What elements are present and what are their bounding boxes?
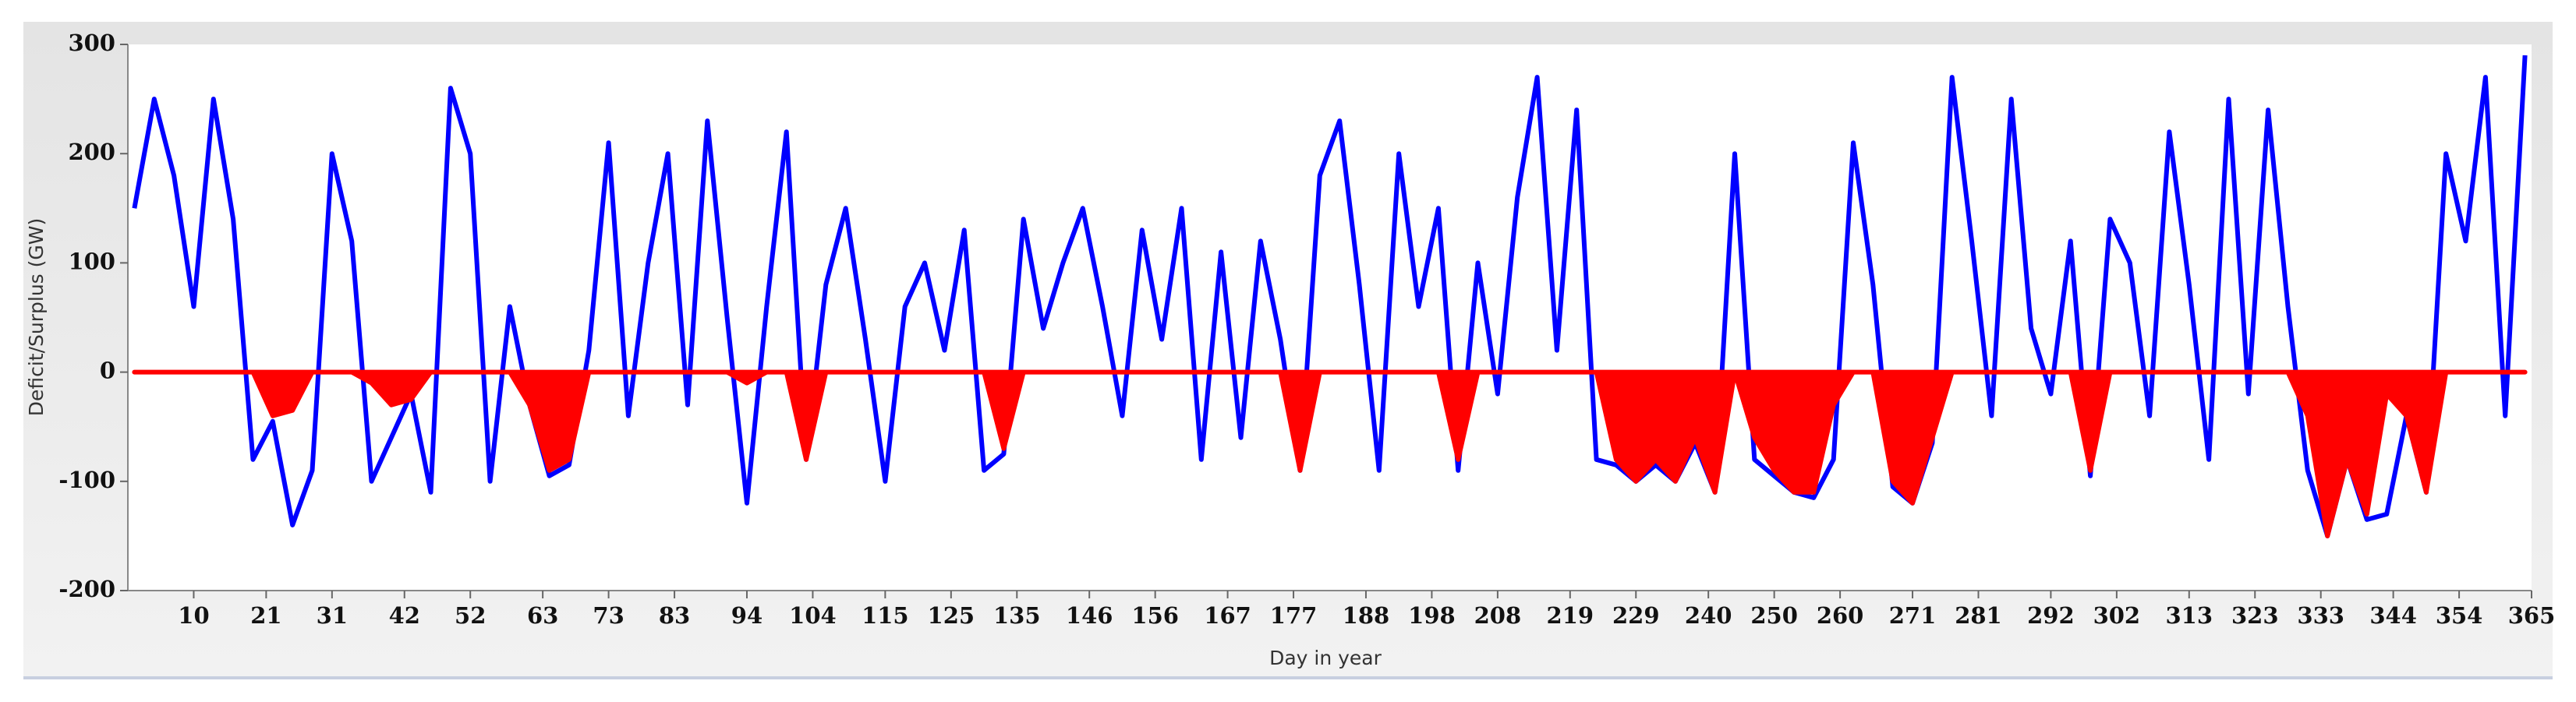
y-tick-label: -100 [58, 467, 115, 493]
x-tick-label: 31 [317, 602, 348, 629]
x-tick-label: 198 [1408, 602, 1456, 629]
x-tick-label: 125 [928, 602, 975, 629]
x-tick-label: 135 [993, 602, 1041, 629]
x-tick-label: 292 [2027, 602, 2075, 629]
plot-area [128, 44, 2532, 591]
x-tick-label: 115 [862, 602, 909, 629]
x-tick-label: 21 [250, 602, 281, 629]
x-tick-label: 229 [1612, 602, 1660, 629]
x-tick-label: 177 [1270, 602, 1318, 629]
x-tick-label: 219 [1547, 602, 1594, 629]
y-tick-label: 200 [68, 139, 115, 165]
series-area [132, 369, 2528, 538]
y-tick-label: 100 [68, 248, 115, 274]
y-tick-label: 300 [68, 30, 115, 56]
x-tick-label: 52 [455, 602, 486, 629]
x-tick-label: 240 [1685, 602, 1732, 629]
x-tick-label: 354 [2436, 602, 2483, 629]
x-axis-title: Day in year [1269, 647, 1382, 669]
x-tick-label: 83 [659, 602, 690, 629]
x-tick-label: 42 [389, 602, 420, 629]
x-tick-label: 365 [2508, 602, 2556, 629]
x-tick-label: 271 [1889, 602, 1937, 629]
y-tick-label: -200 [58, 576, 115, 602]
x-tick-label: 63 [527, 602, 558, 629]
x-tick-label: 260 [1817, 602, 1864, 629]
x-tick-label: 281 [1955, 602, 2002, 629]
x-tick-label: 333 [2297, 602, 2344, 629]
x-tick-label: 208 [1474, 602, 1522, 629]
x-tick-label: 73 [593, 602, 624, 629]
x-tick-label: 313 [2166, 602, 2213, 629]
x-tick-label: 156 [1131, 602, 1179, 629]
x-tick-label: 167 [1204, 602, 1251, 629]
x-tick-label: 10 [178, 602, 209, 629]
x-tick-label: 104 [789, 602, 837, 629]
x-tick-label: 146 [1066, 602, 1113, 629]
y-axis-title: Deficit/Surplus (GW) [25, 218, 48, 417]
y-tick-label: 0 [100, 358, 115, 384]
x-tick-label: 94 [731, 602, 763, 629]
x-tick-label: 188 [1343, 602, 1390, 629]
x-tick-label: 250 [1750, 602, 1798, 629]
x-tick-label: 302 [2093, 602, 2141, 629]
x-tick-label: 344 [2369, 602, 2417, 629]
x-tick-label: 323 [2231, 602, 2279, 629]
